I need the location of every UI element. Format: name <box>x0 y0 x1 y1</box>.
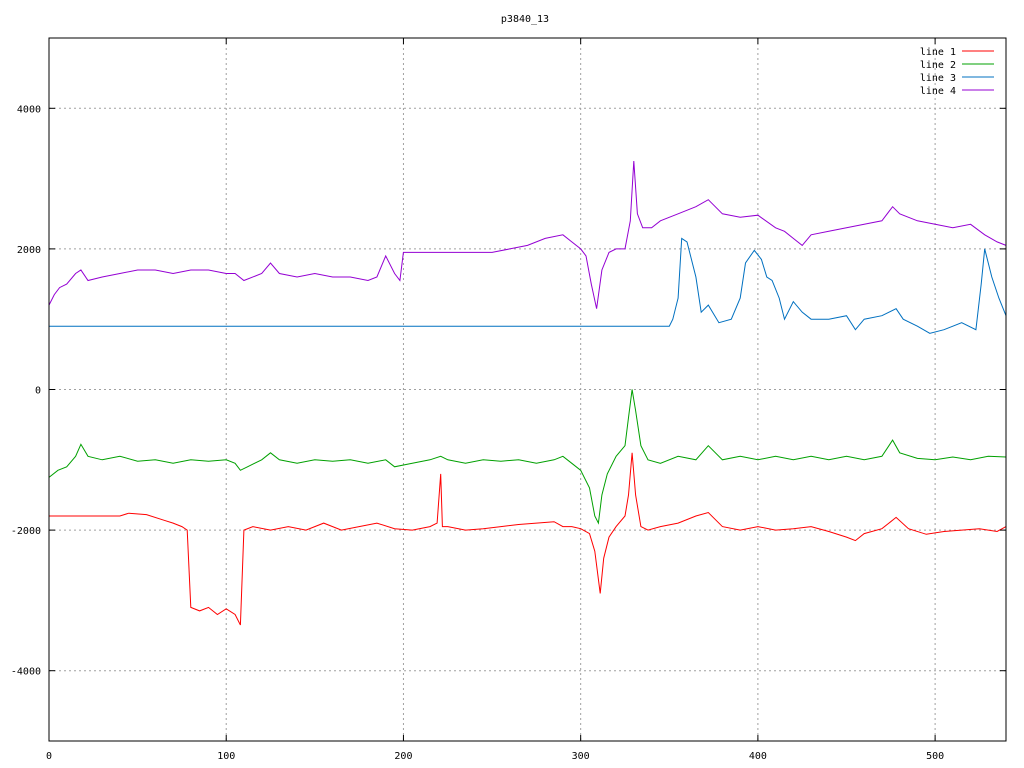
x-tick-label: 400 <box>749 751 767 762</box>
y-tick-label: 0 <box>35 386 41 397</box>
legend-label-3: line 3 <box>920 73 956 84</box>
y-tick-label: 2000 <box>17 245 41 256</box>
series-line-1 <box>49 452 1007 626</box>
series-lines <box>48 160 1007 626</box>
legend-label-4: line 4 <box>920 86 956 97</box>
x-tick-label: 100 <box>217 751 235 762</box>
x-tick-label: 0 <box>46 751 52 762</box>
x-tick-label: 200 <box>394 751 412 762</box>
chart-title: p3840_13 <box>501 14 549 25</box>
grid-lines <box>49 38 1006 741</box>
x-tick-label: 300 <box>572 751 590 762</box>
x-tick-label: 500 <box>926 751 944 762</box>
plot-frame <box>48 37 1007 742</box>
legend-label-2: line 2 <box>920 60 956 71</box>
y-tick-label: -4000 <box>11 667 41 678</box>
axis-ticks: 0 100 200 300 400 500 -4000 -2000 0 2000 4000 <box>11 38 1006 762</box>
series-line-4 <box>48 160 1007 309</box>
series-line-2 <box>48 389 1007 525</box>
y-tick-label: 4000 <box>17 104 41 115</box>
legend-label-1: line 1 <box>920 47 956 58</box>
series-line-3 <box>49 237 1007 334</box>
y-tick-label: -2000 <box>11 526 41 537</box>
legend: line 1 line 2 line 3 line 4 <box>920 47 994 97</box>
